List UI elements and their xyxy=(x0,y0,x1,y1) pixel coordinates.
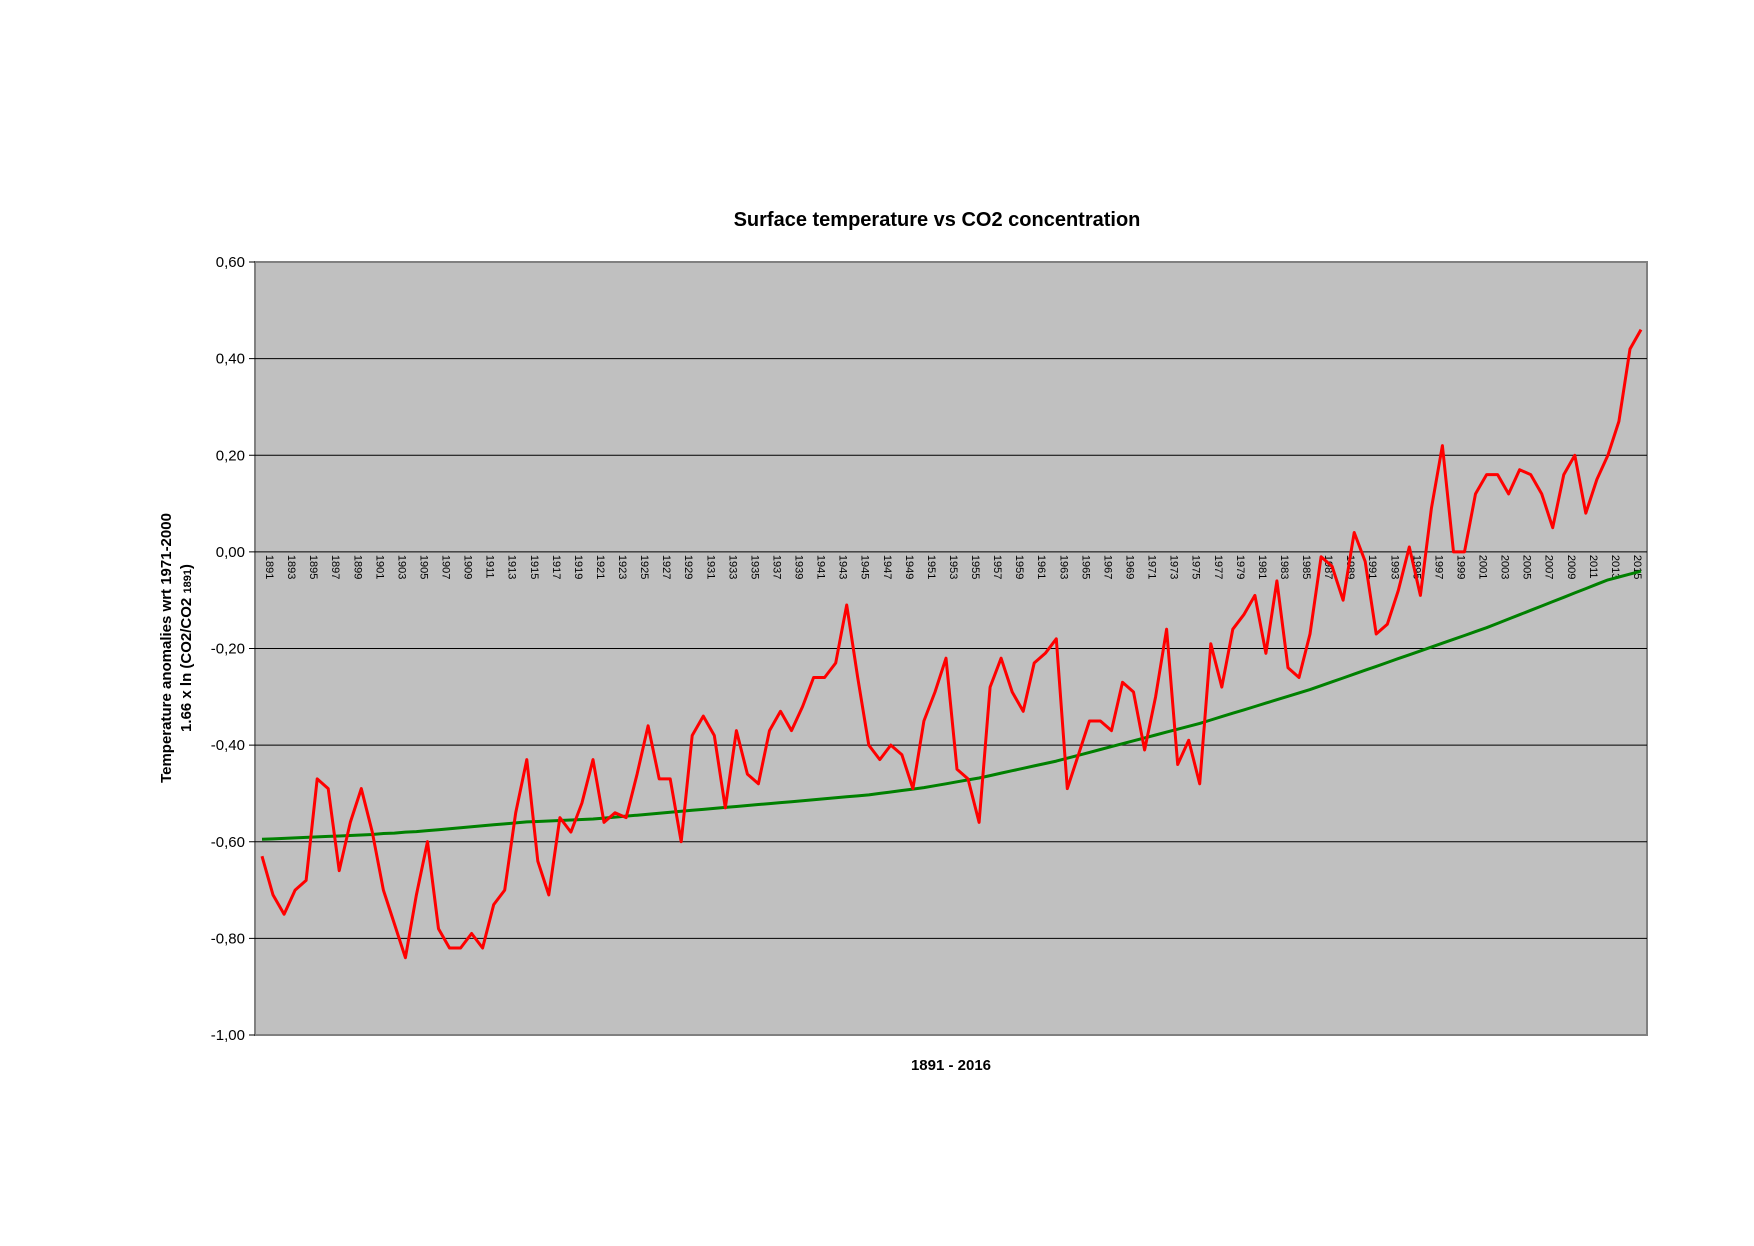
x-tick-label: 2015 xyxy=(1631,555,1643,579)
x-tick-label: 1935 xyxy=(748,555,760,579)
x-tick-label: 1947 xyxy=(881,555,893,579)
x-tick-label: 1991 xyxy=(1366,555,1378,579)
x-tick-label: 1957 xyxy=(991,555,1003,579)
x-tick-label: 2007 xyxy=(1543,555,1555,579)
chart-title: Surface temperature vs CO2 concentration xyxy=(734,209,1141,231)
x-tick-label: 1981 xyxy=(1256,555,1268,579)
x-tick-label: 1959 xyxy=(1013,555,1025,579)
y-tick-label: -0,20 xyxy=(211,641,245,658)
x-tick-label: 1899 xyxy=(351,555,363,579)
x-tick-label: 1931 xyxy=(704,555,716,579)
gridlines xyxy=(255,358,1647,939)
x-tick-label: 1993 xyxy=(1388,555,1400,579)
x-tick-label: 1927 xyxy=(660,555,672,579)
x-tick-label: 2013 xyxy=(1609,555,1621,579)
x-tick-label: 1965 xyxy=(1079,555,1091,579)
x-tick-label: 1915 xyxy=(528,555,540,579)
x-tick-label: 1971 xyxy=(1146,555,1158,579)
y-tick-label: -0,40 xyxy=(211,737,245,754)
x-tick-label: 1953 xyxy=(947,555,959,579)
x-tick-label: 1983 xyxy=(1278,555,1290,579)
x-tick-label: 1975 xyxy=(1190,555,1202,579)
x-tick-label: 1917 xyxy=(550,555,562,579)
x-tick-label: 1985 xyxy=(1300,555,1312,579)
x-tick-label: 1961 xyxy=(1035,555,1047,579)
x-axis-ticks: 1891 1893 1895 1897 1899 1901 1903 1905 1907 1909… xyxy=(263,555,1643,579)
x-tick-label: 1945 xyxy=(859,555,871,579)
x-tick-label: 1941 xyxy=(815,555,827,579)
x-tick-label: 1967 xyxy=(1101,555,1113,579)
x-tick-label: 1901 xyxy=(373,555,385,579)
x-tick-label: 1939 xyxy=(793,555,805,579)
x-tick-label: 1905 xyxy=(417,555,429,579)
x-tick-label: 1955 xyxy=(969,555,981,579)
x-tick-label: 1895 xyxy=(307,555,319,579)
x-tick-label: 1997 xyxy=(1432,555,1444,579)
series-line-temperature xyxy=(260,328,1643,960)
y-tick-label: -0,80 xyxy=(211,930,245,947)
x-tick-label: 1925 xyxy=(638,555,650,579)
x-tick-label: 2001 xyxy=(1477,555,1489,579)
y-axis-ticks: 0,60 0,40 0,20 0,00 -0,20 -0,40 -0,60 -0,80 -1,0… xyxy=(211,254,255,1044)
x-tick-label: 1937 xyxy=(770,555,782,579)
x-tick-label: 2011 xyxy=(1587,555,1599,579)
y-axis-label-line2: 1.66 x ln (CO2/CO2 1891) xyxy=(178,564,195,732)
x-tick-label: 1973 xyxy=(1168,555,1180,579)
series-line-co2 xyxy=(261,569,1642,841)
x-tick-label: 1943 xyxy=(837,555,849,579)
x-tick-label: 1969 xyxy=(1123,555,1135,579)
x-tick-label: 1891 xyxy=(263,555,275,579)
y-tick-label: 0,60 xyxy=(216,254,245,271)
x-tick-label: 1921 xyxy=(594,555,606,579)
x-tick-label: 1951 xyxy=(925,555,937,579)
x-tick-label: 2009 xyxy=(1565,555,1577,579)
x-tick-label: 1919 xyxy=(572,555,584,579)
x-tick-label: 1963 xyxy=(1057,555,1069,579)
x-tick-label: 1949 xyxy=(903,555,915,579)
y-tick-label: 0,20 xyxy=(216,447,245,464)
x-tick-label: 1903 xyxy=(395,555,407,579)
y-tick-label: 0,00 xyxy=(216,544,245,561)
x-tick-label: 1977 xyxy=(1212,555,1224,579)
x-tick-label: 1933 xyxy=(726,555,738,579)
x-tick-label: 1907 xyxy=(440,555,452,579)
y-tick-label: -0,60 xyxy=(211,834,245,851)
x-tick-label: 1923 xyxy=(616,555,628,579)
x-tick-label: 1979 xyxy=(1234,555,1246,579)
x-tick-label: 1929 xyxy=(682,555,694,579)
x-tick-label: 1909 xyxy=(462,555,474,579)
x-axis-label: 1891 - 2016 xyxy=(911,1057,991,1074)
y-axis-label-line1: Temperature anomalies wrt 1971-2000 xyxy=(158,513,175,783)
series-layer xyxy=(260,328,1643,960)
y-tick-label: -1,00 xyxy=(211,1027,245,1044)
x-tick-label: 1913 xyxy=(506,555,518,579)
x-tick-label: 1893 xyxy=(285,555,297,579)
x-tick-label: 2005 xyxy=(1521,555,1533,579)
x-tick-label: 1911 xyxy=(484,555,496,579)
x-tick-label: 1999 xyxy=(1454,555,1466,579)
x-tick-label: 1897 xyxy=(329,555,341,579)
y-tick-label: 0,40 xyxy=(216,351,245,368)
y-axis-label: Temperature anomalies wrt 1971-2000 1.66… xyxy=(158,513,195,783)
x-tick-label: 2003 xyxy=(1499,555,1511,579)
